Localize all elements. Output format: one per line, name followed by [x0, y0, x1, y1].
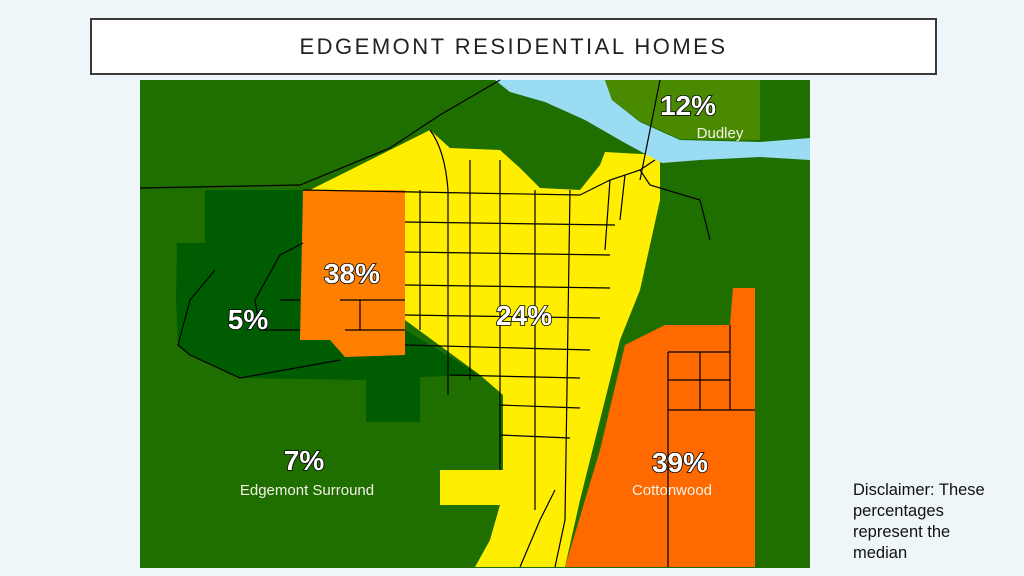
slide-title-box: EDGEMONT RESIDENTIAL HOMES [90, 18, 937, 75]
percent-38: 38% [324, 258, 380, 289]
region-24pct [310, 130, 660, 567]
percent-5: 5% [228, 304, 269, 335]
dudley-label: Dudley [697, 125, 744, 142]
cottonwood-percent: 39% [652, 447, 708, 478]
percent-24: 24% [496, 300, 552, 331]
dudley-percent: 12% [660, 90, 716, 121]
region-38pct [300, 190, 405, 357]
edgemont-surround-label: Edgemont Surround [240, 482, 374, 499]
region-dudley [605, 80, 760, 140]
region-cottonwood [565, 288, 755, 567]
disclaimer-note: Disclaimer: These percentages represent … [853, 481, 985, 562]
region-5pct [176, 190, 480, 422]
edgemont-surround-percent: 7% [284, 445, 325, 476]
cottonwood-label: Cottonwood [632, 482, 712, 499]
river [495, 80, 810, 163]
slide-title: EDGEMONT RESIDENTIAL HOMES [299, 33, 728, 59]
roads [139, 79, 755, 568]
